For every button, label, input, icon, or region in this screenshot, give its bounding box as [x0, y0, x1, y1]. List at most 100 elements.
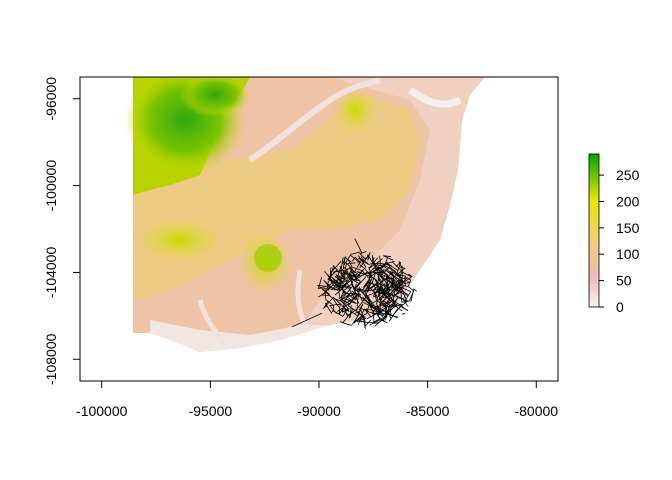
road-segment: [365, 254, 370, 261]
road-segment: [334, 275, 353, 286]
road-segment: [375, 269, 399, 287]
legend-tick-label: 200: [616, 193, 640, 209]
road-segment: [356, 288, 374, 297]
river-valley-west: [197, 299, 228, 347]
road-segment: [368, 285, 377, 298]
y-tick-label: -96000: [43, 77, 59, 121]
y-tick-label: -108000: [43, 333, 59, 385]
road-segment: [354, 309, 366, 323]
road-segment: [325, 299, 335, 314]
western-hills: [135, 218, 225, 262]
road-segment: [376, 288, 389, 294]
road-segment: [323, 279, 347, 291]
road-segment: [354, 238, 363, 253]
road-segment: [347, 294, 361, 325]
x-tick-label: -90000: [297, 403, 341, 419]
road-segment: [339, 307, 350, 316]
road-segment: [362, 281, 374, 317]
road-segment: [324, 302, 333, 315]
legend-tick-label: 100: [616, 246, 640, 262]
road-segment: [329, 303, 350, 315]
road-segment: [354, 308, 372, 323]
road-segment: [404, 275, 412, 288]
road-segment: [369, 305, 392, 320]
road-segment: [359, 251, 367, 255]
road-segment: [386, 262, 406, 277]
road-segment: [388, 300, 409, 322]
road-segment: [398, 286, 412, 303]
northeast-hill: [333, 85, 377, 135]
road-segment: [371, 304, 382, 315]
road-segment: [377, 274, 391, 288]
road-segment: [347, 275, 360, 290]
legend-tick-label: 150: [616, 220, 640, 236]
road-segment: [340, 257, 346, 276]
road-segment: [401, 312, 406, 315]
legend: 0 50 100 150 200 250: [588, 153, 640, 315]
road-segment: [376, 260, 395, 268]
road-segment: [369, 319, 388, 326]
y-axis: -96000 -100000 -104000 -108000: [43, 77, 81, 385]
road-segment: [335, 282, 358, 296]
road-segment: [340, 289, 354, 305]
road-segment: [391, 261, 412, 278]
x-tick-label: -85000: [406, 403, 450, 419]
road-segment: [376, 284, 383, 293]
road-segment: [407, 281, 409, 283]
legend-tick-label: 50: [616, 273, 632, 289]
road-segment: [393, 290, 408, 302]
road-segment: [404, 273, 413, 287]
road-segment: [367, 271, 379, 292]
road-segment: [317, 291, 328, 298]
road-segment: [345, 269, 364, 290]
road-segment: [347, 262, 356, 264]
road-segment: [337, 280, 362, 301]
x-tick-label: -95000: [189, 403, 233, 419]
road-segment: [360, 256, 369, 265]
road-segment: [377, 275, 396, 291]
road-segment: [342, 256, 347, 264]
road-segment: [356, 282, 378, 302]
road-segment: [400, 288, 417, 303]
legend-tick-label: 0: [616, 299, 624, 315]
road-segment: [395, 261, 402, 274]
y-tick-label: -100000: [43, 160, 59, 212]
road-segment: [323, 296, 347, 315]
coastal-lowland: [300, 77, 485, 330]
road-segment: [374, 266, 390, 278]
river-valley-east: [408, 87, 462, 108]
road-segment: [332, 269, 355, 281]
road-segment: [372, 279, 391, 296]
road-segment: [350, 251, 361, 255]
road-segment: [330, 260, 342, 273]
road-segment: [344, 270, 361, 291]
road-segment: [375, 284, 389, 299]
central-hill-peak: [254, 244, 282, 272]
road-segment: [361, 291, 370, 303]
x-tick-label: -80000: [514, 403, 558, 419]
road-segment: [363, 319, 371, 328]
road-segment: [291, 312, 322, 328]
road-segment: [321, 279, 340, 308]
road-segment: [316, 276, 330, 295]
river-valley-north: [248, 77, 381, 163]
elevation-raster: [125, 77, 485, 352]
road-segment: [389, 266, 406, 278]
road-segment: [342, 303, 364, 324]
road-segment: [393, 303, 404, 315]
road-segment: [377, 272, 390, 300]
road-segment: [339, 292, 358, 304]
road-segment: [367, 297, 392, 316]
road-segment: [391, 275, 403, 290]
road-network: [291, 238, 417, 329]
road-segment: [352, 256, 362, 264]
legend-colorbar: [588, 153, 600, 308]
southern-coast: [150, 320, 330, 352]
road-segment: [386, 313, 399, 318]
x-axis: -100000 -95000 -90000 -85000 -80000: [76, 380, 558, 419]
road-segment: [378, 296, 399, 310]
road-segment: [372, 257, 381, 265]
x-tick-label: -100000: [76, 403, 128, 419]
road-segment: [392, 273, 405, 295]
